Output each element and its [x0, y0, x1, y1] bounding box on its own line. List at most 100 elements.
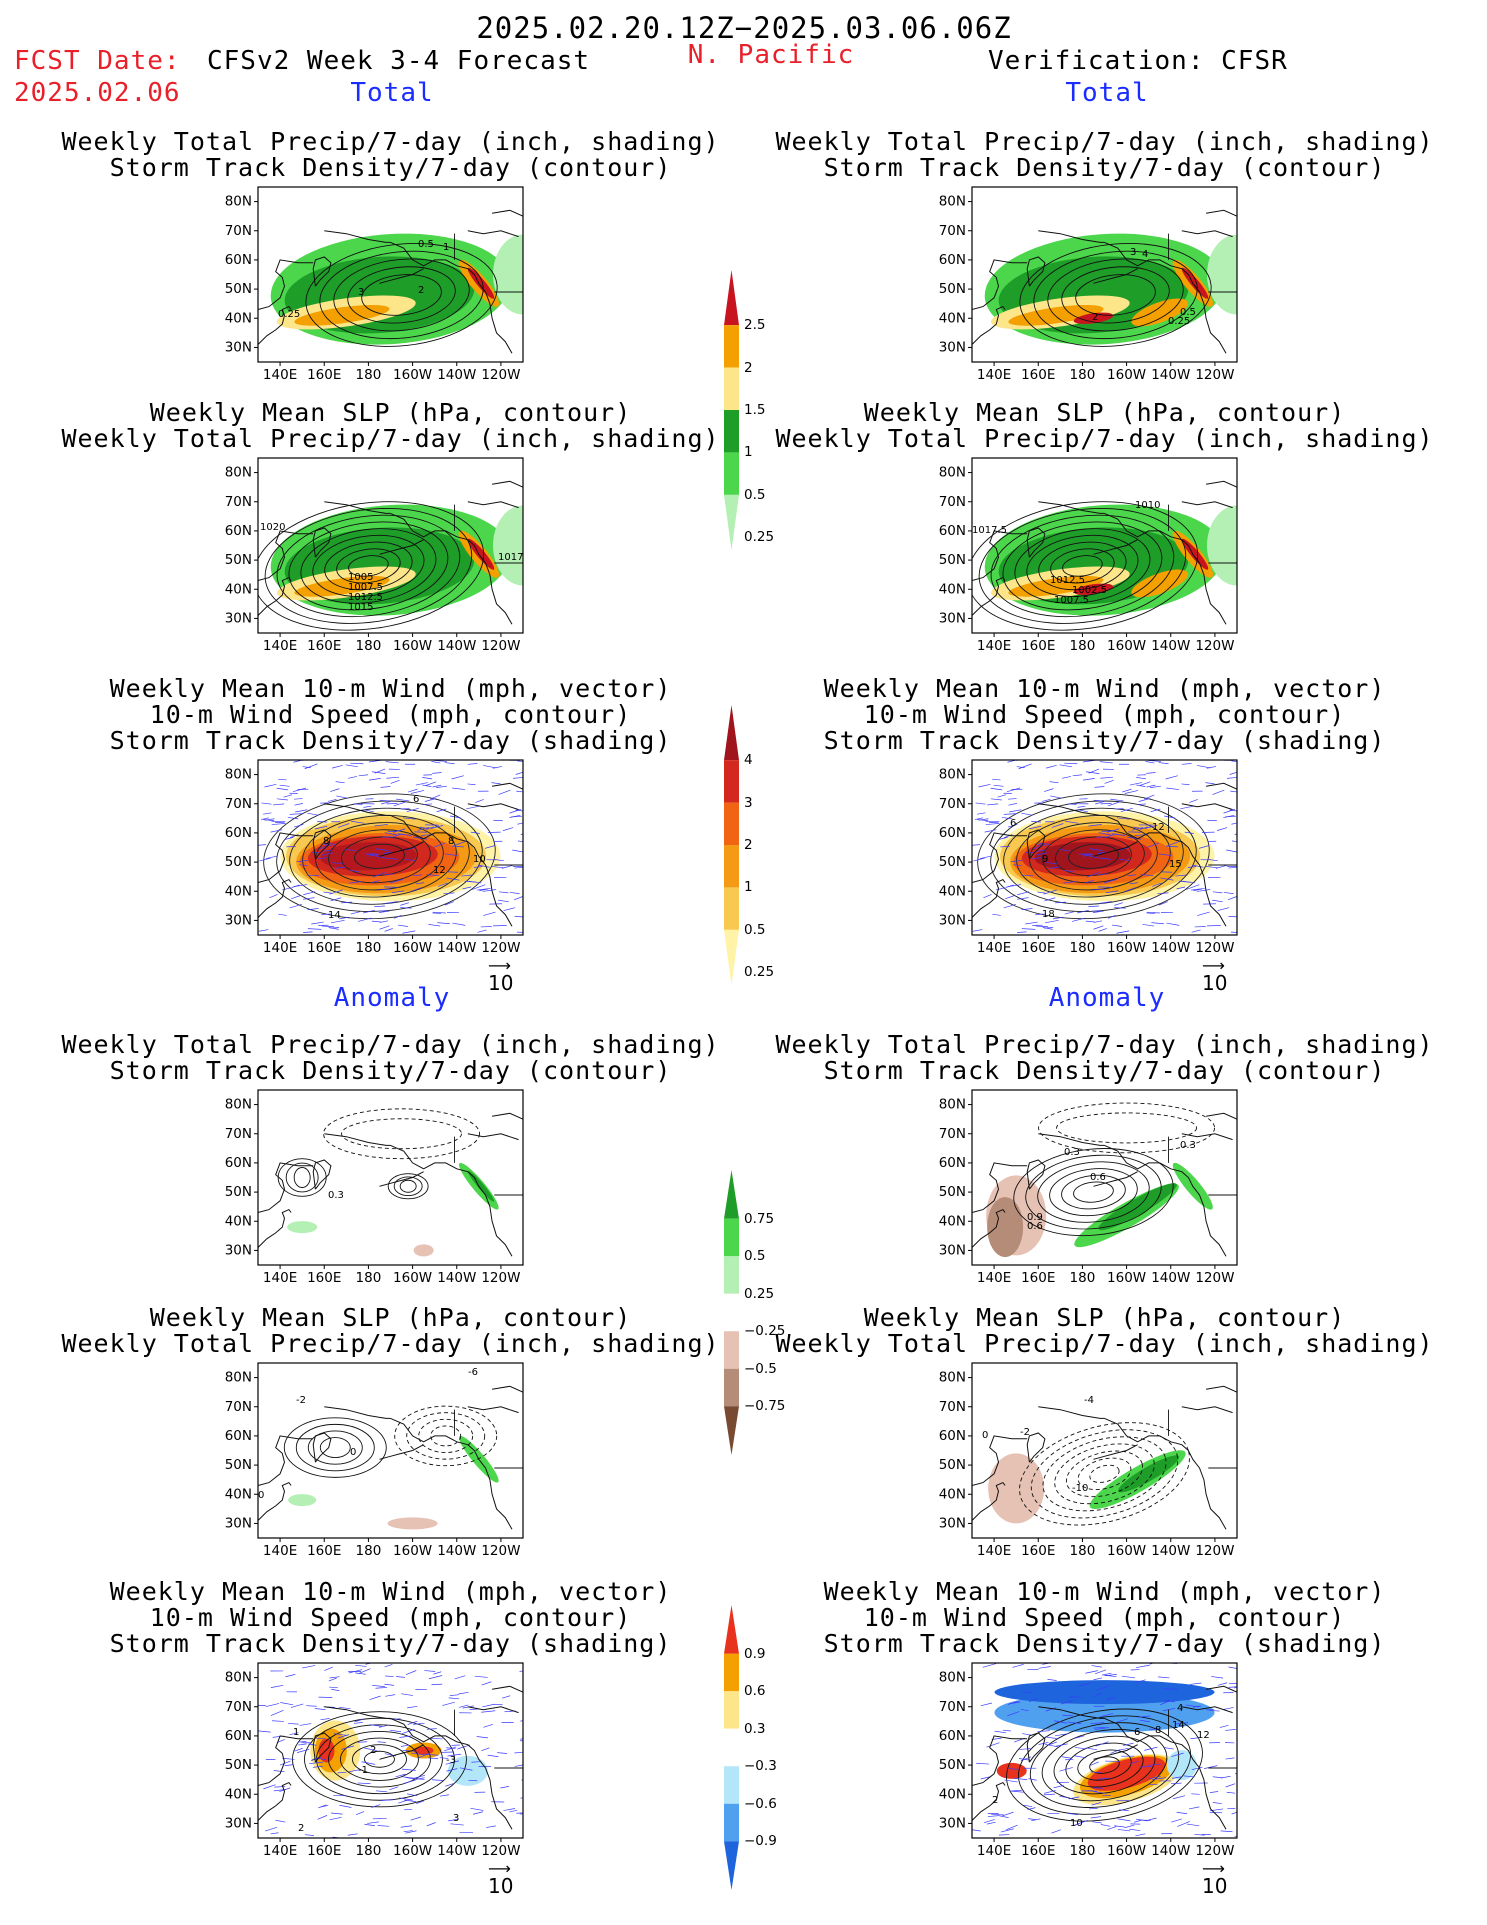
- lat-tick-label: 40N: [225, 883, 252, 899]
- lat-tick-label: 70N: [225, 1126, 252, 1142]
- contour-label: 0: [982, 1430, 988, 1441]
- lat-tick-label: 70N: [225, 223, 252, 239]
- vector-reference-value: 10: [488, 1874, 514, 1898]
- lon-tick-label: 140E: [263, 1543, 297, 1559]
- lon-tick-label: 140E: [977, 1270, 1011, 1286]
- lon-tick-label: 180: [356, 940, 382, 956]
- contour-label: 0.3: [1180, 1140, 1196, 1151]
- lon-tick-label: 140E: [263, 367, 297, 383]
- lat-tick-label: 30N: [225, 912, 252, 928]
- lon-tick-label: 140E: [977, 1843, 1011, 1859]
- contour-label: 14: [328, 910, 341, 921]
- lon-tick-label: 160E: [307, 1270, 341, 1286]
- contour-label: 1020: [260, 522, 285, 533]
- colorbar-storm_anom: 0.9 0.6 0.3 −0.3 −0.6 −0.9: [724, 1605, 777, 1914]
- lon-tick-label: 140W: [1151, 940, 1190, 956]
- colorbar-swatch: [724, 1218, 739, 1257]
- panel-title-line: 10-m Wind Speed (mph, contour): [149, 1603, 632, 1632]
- lat-tick-label: 50N: [939, 1457, 966, 1473]
- panel-title-line: Weekly Mean SLP (hPa, contour): [863, 1303, 1346, 1332]
- total-label-right: Total: [1065, 78, 1149, 108]
- contour-label: 4: [1177, 1703, 1183, 1714]
- lat-tick-label: 80N: [225, 767, 252, 783]
- contour-label: 8: [1155, 1725, 1161, 1736]
- lat-tick-label: 40N: [225, 310, 252, 326]
- panel-title-line: Storm Track Density/7-day (contour): [109, 153, 672, 182]
- lon-tick-label: 120W: [481, 940, 520, 956]
- panel-title-line: Weekly Total Precip/7-day (inch, shading…: [61, 1329, 720, 1358]
- lon-tick-label: 120W: [481, 1270, 520, 1286]
- colorbar-swatch: [724, 802, 739, 845]
- contour-label: 4: [1142, 249, 1148, 260]
- lat-tick-label: 30N: [225, 1815, 252, 1831]
- lat-tick-label: 50N: [939, 281, 966, 297]
- lat-tick-label: 60N: [939, 1155, 966, 1171]
- colorbar-label: 1: [744, 879, 753, 896]
- lat-tick-label: 80N: [225, 1370, 252, 1386]
- colorbar-storm_total: 4 3 2 1 0.5 0.25: [724, 705, 774, 1009]
- lon-tick-label: 160W: [1107, 1843, 1146, 1859]
- anomaly-label-left: Anomaly: [333, 983, 451, 1013]
- lon-tick-label: 160W: [1107, 638, 1146, 654]
- lon-tick-label: 120W: [1195, 940, 1234, 956]
- contour-label: 0: [350, 1447, 356, 1458]
- colorbar-swatch: [724, 367, 739, 410]
- lat-tick-label: 80N: [939, 1097, 966, 1113]
- contour-label: 0.6: [1090, 1172, 1106, 1183]
- arrow-right-icon: ⟶: [1202, 1859, 1225, 1878]
- panel-title-line: Weekly Total Precip/7-day (inch, shading…: [775, 1329, 1434, 1358]
- lat-tick-label: 40N: [225, 581, 252, 597]
- lon-tick-label: 180: [356, 1543, 382, 1559]
- lon-tick-label: 140W: [437, 940, 476, 956]
- contour-label: 2: [992, 1795, 998, 1806]
- lat-tick-label: 50N: [225, 1757, 252, 1773]
- lat-tick-label: 60N: [939, 252, 966, 268]
- lon-tick-label: 180: [1070, 638, 1096, 654]
- contour-label: -2: [1020, 1427, 1030, 1438]
- lat-tick-label: 40N: [225, 1486, 252, 1502]
- colorbar-label: 0.5: [744, 921, 766, 938]
- lon-tick-label: 140W: [1151, 1843, 1190, 1859]
- lon-tick-label: 140E: [977, 940, 1011, 956]
- lon-tick-label: 180: [356, 1270, 382, 1286]
- lon-tick-label: 180: [1070, 1543, 1096, 1559]
- lon-tick-label: 160W: [1107, 1270, 1146, 1286]
- contour-label: 1015: [348, 602, 373, 613]
- lat-tick-label: 40N: [939, 1786, 966, 1802]
- lat-tick-label: 80N: [939, 465, 966, 481]
- panel-title-line: 10-m Wind Speed (mph, contour): [863, 700, 1346, 729]
- lon-tick-label: 180: [1070, 1843, 1096, 1859]
- colorbar-label: −0.5: [744, 1360, 777, 1377]
- lat-tick-label: 30N: [939, 339, 966, 355]
- lon-tick-label: 180: [356, 367, 382, 383]
- lat-tick-label: 40N: [939, 310, 966, 326]
- contour-label: 1007.5: [348, 582, 383, 593]
- contour-label: 1012.5: [348, 592, 383, 603]
- colorbar-swatch: [724, 410, 739, 453]
- lat-tick-label: 60N: [939, 1428, 966, 1444]
- colorbar-label: 0.3: [744, 1720, 766, 1737]
- colorbar-label: 0.5: [744, 486, 766, 503]
- colorbar-label: 0.9: [744, 1645, 766, 1662]
- colorbar-swatch: [724, 452, 739, 495]
- vector-reference-value: 10: [488, 971, 514, 995]
- lon-tick-label: 160E: [1021, 1843, 1055, 1859]
- lon-tick-label: 180: [1070, 1270, 1096, 1286]
- colorbar-swatch: [724, 1766, 739, 1804]
- colorbar-label: −0.25: [744, 1323, 786, 1340]
- colorbar-swatch: [724, 887, 739, 930]
- contour-label: 14: [1172, 1720, 1185, 1731]
- colorbar-swatch: [724, 1728, 739, 1767]
- vector-reference-value: 10: [1202, 971, 1228, 995]
- lon-tick-label: 160E: [307, 367, 341, 383]
- lat-tick-label: 60N: [225, 1155, 252, 1171]
- panel-title-line: Weekly Mean SLP (hPa, contour): [149, 398, 632, 427]
- lat-tick-label: 70N: [939, 1699, 966, 1715]
- verification-title: Verification: CFSR: [988, 46, 1288, 76]
- lat-tick-label: 50N: [939, 1757, 966, 1773]
- lon-tick-label: 120W: [1195, 638, 1234, 654]
- vector-reference: ⟶ 10: [1202, 1859, 1227, 1899]
- lon-tick-label: 160E: [1021, 1543, 1055, 1559]
- lon-tick-label: 120W: [481, 1843, 520, 1859]
- lat-tick-label: 40N: [939, 581, 966, 597]
